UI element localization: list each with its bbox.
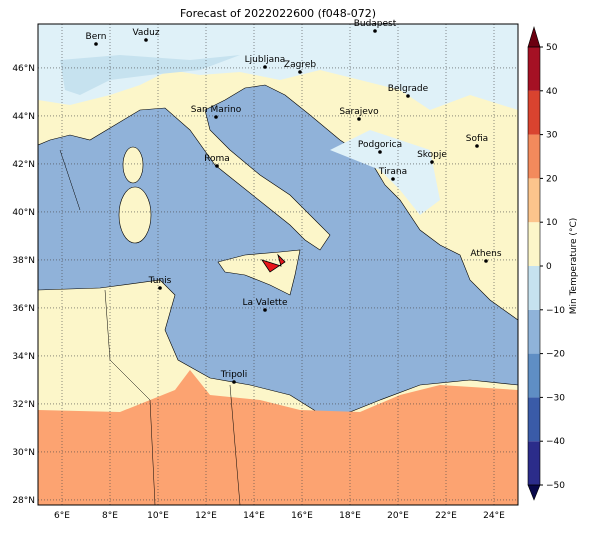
colorbar-segment [528,90,540,135]
city-label: Roma [204,154,230,164]
colorbar-tick-label: −50 [546,481,565,491]
city-label: San Marino [191,105,242,115]
lat-tick-label: 32°N [12,400,35,410]
colorbar-segment [528,353,540,398]
city-dot [475,144,479,148]
colorbar-tick-label: 40 [546,87,558,97]
colorbar-segment [528,178,540,223]
colorbar-segment [528,222,540,266]
city-dot [144,38,148,42]
lon-tick-label: 24°E [483,511,505,521]
colorbar-segment [528,134,540,179]
borders [59,149,241,506]
city-label: Tripoli [220,370,248,380]
lon-tick-label: 22°E [435,511,457,521]
lat-tick-label: 34°N [12,352,35,362]
colorbar-tick-label: 10 [546,218,558,228]
colorbar-tick-label: 30 [546,131,558,141]
city-dot [373,29,377,33]
city-dot [391,177,395,181]
city-dot [263,65,267,69]
city-dot [298,70,302,74]
city-label: Vaduz [132,28,159,38]
city-label: Zagreb [284,60,316,70]
corsica [122,146,144,184]
lat-tick-label: 28°N [12,496,35,506]
city-label: Tunis [148,276,172,286]
lat-tick-label: 42°N [12,160,35,170]
city-dot [94,42,98,46]
lon-tick-label: 12°E [195,511,217,521]
city-dot [484,259,488,263]
city-dot [215,164,219,168]
city-label: Athens [470,249,501,259]
colorbar: −50 −40 −30 −20 −10 0 10 20 30 40 50 Min Temperatur… [527,25,579,501]
grid: 6°E 8°E 10°E 12°E 14°E 16°E 18°E 20°E 22°E 24°E 28… [12,24,518,521]
colorbar-segment [528,266,540,310]
city-dot [406,94,410,98]
lat-tick-label: 44°N [12,112,35,122]
map-frame [37,23,519,506]
lon-tick-label: 16°E [291,511,313,521]
city-label: Skopje [417,150,447,160]
colorbar-tick-label: 20 [546,174,558,184]
lon-tick-label: 10°E [147,511,169,521]
lat-tick-label: 40°N [12,208,35,218]
lat-tick-label: 46°N [12,64,35,74]
alps-cold [60,55,240,95]
city-dot [263,308,267,312]
colorbar-label: Min Temperature (°C) [569,218,579,315]
lon-tick-label: 14°E [243,511,265,521]
europe-land [37,23,519,321]
lon-tick-label: 8°E [102,511,118,521]
city-dot [214,115,218,119]
star-marker [261,253,286,273]
colorbar-tick-label: −30 [546,393,565,403]
balkan-cold [330,130,440,215]
title: Forecast of 2022022600 (f048-072) [180,7,376,20]
colorbar-over [527,25,541,48]
colorbar-segment [528,47,540,91]
lat-tick-label: 38°N [12,256,35,266]
city-label: Bern [86,32,107,42]
city-dot [232,380,236,384]
lon-tick-label: 20°E [387,511,409,521]
city-label: Sofia [466,134,488,144]
city-label: La Valette [243,298,288,308]
city-label: Belgrade [388,84,429,94]
lon-tick-label: 18°E [339,511,361,521]
colorbar-segment [528,441,540,485]
city-dot [158,286,162,290]
city-dot [378,150,382,154]
lon-tick-label: 6°E [54,511,70,521]
city-label: Ljubljana [245,55,286,65]
colorbar-tick-label: 0 [546,262,552,272]
sardinia [118,186,152,244]
city-label: Sarajevo [339,107,379,117]
city-label: Tirana [378,167,407,177]
city-dot [357,117,361,121]
colorbar-under [527,484,541,501]
colorbar-tick-label: 50 [546,43,558,53]
colorbar-tick-label: −10 [546,306,565,316]
colorbar-segment [528,397,540,442]
city-label: Podgorica [358,140,402,150]
colorbar-segment [528,309,540,354]
colorbar-tick-label: −40 [546,437,565,447]
city-dot [430,160,434,164]
lat-tick-label: 30°N [12,448,35,458]
colorbar-tick-label: −20 [546,350,565,360]
lat-tick-label: 36°N [12,304,35,314]
